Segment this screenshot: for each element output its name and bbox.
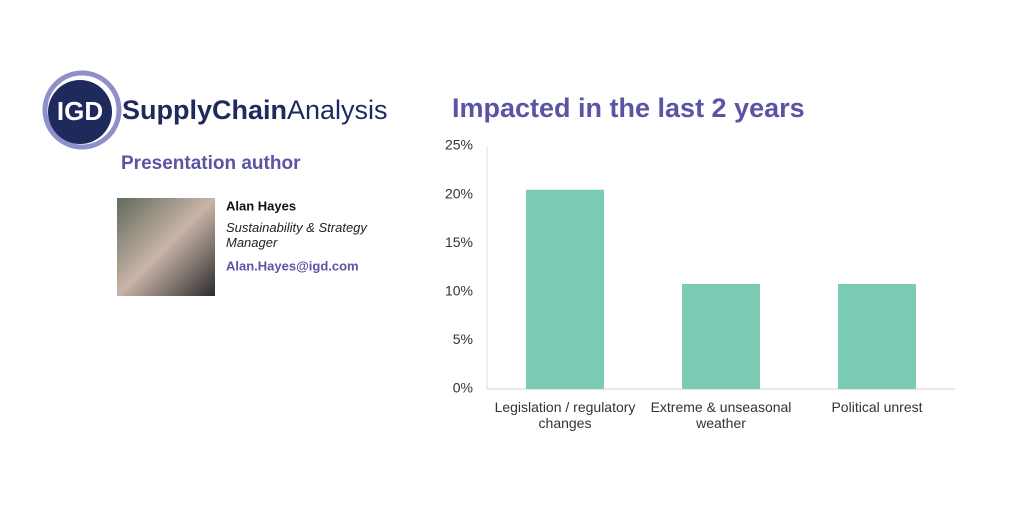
logo-circle [48,80,112,144]
author-role: Sustainability & Strategy Manager [226,220,367,250]
chart-title: Impacted in the last 2 years [452,93,805,123]
brand-light: Analysis [287,95,388,125]
bar [838,284,916,389]
y-tick-label: 15% [445,234,473,250]
y-tick-label: 0% [453,380,473,396]
y-tick-label: 10% [445,283,473,299]
y-tick-label: 20% [445,185,473,201]
author-name: Alan Hayes [226,198,296,213]
bar [682,284,760,389]
author-photo [117,198,215,296]
author-heading: Presentation author [121,153,301,174]
y-tick-label: 25% [445,137,473,153]
author-email: Alan.Hayes@igd.com [226,258,359,273]
y-tick-label: 5% [453,331,473,347]
bar [526,189,604,389]
x-tick-label: Political unrest [831,399,923,415]
logo-ring [42,70,122,150]
logo-mark: IGD [57,96,103,126]
brand-bold: SupplyChain [122,95,287,125]
x-tick-label: Extreme & unseasonal weather [650,399,792,431]
logo-brand: SupplyChainAnalysis [122,95,388,125]
x-tick-label: Legislation / regulatory changes [494,399,636,431]
